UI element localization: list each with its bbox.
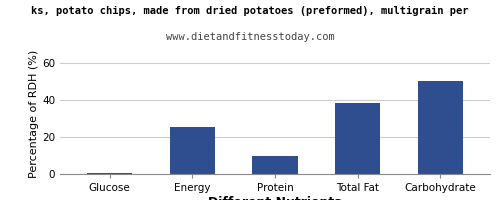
Bar bbox=[335, 103, 380, 174]
Bar bbox=[252, 156, 298, 174]
Text: ks, potato chips, made from dried potatoes (preformed), multigrain per: ks, potato chips, made from dried potato… bbox=[31, 6, 469, 16]
Bar bbox=[418, 81, 463, 174]
Bar bbox=[170, 127, 215, 174]
Bar bbox=[87, 173, 132, 174]
Y-axis label: Percentage of RDH (%): Percentage of RDH (%) bbox=[29, 50, 39, 178]
Text: www.dietandfitnesstoday.com: www.dietandfitnesstoday.com bbox=[166, 32, 334, 42]
X-axis label: Different Nutrients: Different Nutrients bbox=[208, 196, 342, 200]
